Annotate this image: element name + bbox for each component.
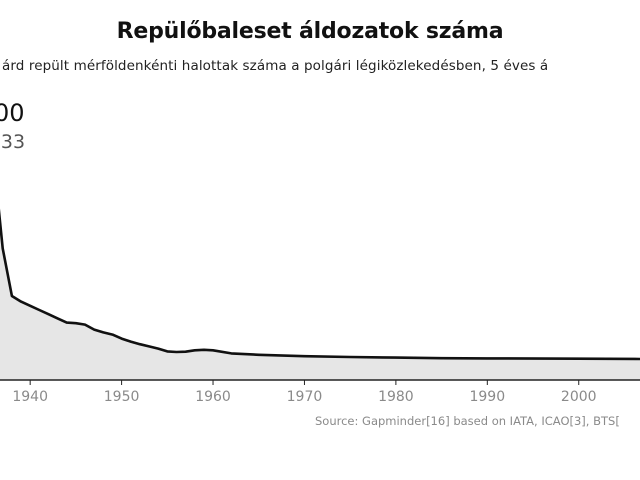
x-tick-label: 1950 — [104, 389, 140, 405]
x-tick-label: 1980 — [378, 389, 414, 405]
x-ticks: 1940 1950 1960 1970 1980 1990 2000 — [12, 380, 597, 405]
chart-title: Repülőbaleset áldozatok száma — [116, 19, 504, 44]
callout-value: 00 — [0, 99, 25, 127]
chart-subtitle: árd repült mérföldenkénti halottak száma… — [2, 58, 549, 74]
x-tick-label: 1940 — [12, 389, 48, 405]
x-tick-label: 1970 — [287, 389, 323, 405]
callout-label: -33 — [0, 131, 26, 153]
x-tick-label: 1960 — [195, 389, 231, 405]
area-fill — [0, 221, 640, 380]
source-note: Source: Gapminder[16] based on IATA, ICA… — [315, 414, 620, 428]
series-line — [0, 208, 640, 361]
x-tick-label: 1990 — [469, 389, 505, 405]
x-tick-label: 2000 — [561, 389, 597, 405]
